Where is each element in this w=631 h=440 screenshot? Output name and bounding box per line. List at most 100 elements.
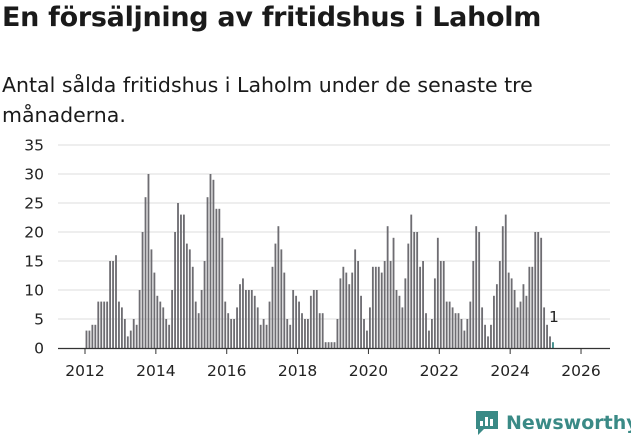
bar: [292, 290, 295, 348]
bar: [309, 295, 312, 348]
bar: [91, 324, 94, 348]
bar: [493, 295, 495, 348]
y-axis: 0 5 10 15 20 25 30 35: [24, 137, 44, 358]
bar: [109, 261, 112, 348]
bar: [478, 232, 481, 348]
bar: [94, 324, 97, 348]
gridlines: [58, 144, 610, 320]
bar: [129, 330, 132, 348]
bar: [501, 226, 504, 348]
bar: [327, 342, 330, 348]
x-tick-label: 2012: [65, 362, 104, 380]
brand-logo: Newsworthy: [474, 406, 631, 440]
bar: [525, 295, 528, 348]
bar: [221, 237, 224, 348]
bar: [242, 278, 244, 348]
bar: [180, 214, 182, 348]
bar: [510, 278, 513, 348]
bar: [295, 295, 298, 348]
bar: [549, 336, 551, 348]
bar: [227, 313, 230, 348]
bar: [218, 208, 221, 348]
bar: [301, 313, 303, 348]
bar: [112, 261, 114, 348]
chart-title: En försäljning av fritidshus i Laholm: [2, 2, 542, 33]
bar: [463, 330, 466, 348]
bar: [436, 237, 439, 348]
bar: [454, 313, 457, 348]
bar: [203, 261, 206, 348]
bar: [531, 266, 534, 348]
bar: [304, 319, 306, 348]
brand-name: Newsworthy: [506, 412, 631, 434]
bar: [97, 301, 100, 348]
bar: [165, 319, 168, 348]
bar: [123, 319, 126, 348]
bar: [528, 266, 531, 348]
bar: [410, 214, 413, 348]
bar: [442, 261, 445, 348]
bar: [546, 324, 548, 348]
bar: [416, 232, 419, 348]
bar: [200, 290, 203, 348]
bar: [360, 295, 362, 348]
bar: [407, 243, 410, 348]
bar: [236, 307, 238, 348]
bar: [336, 319, 339, 348]
bar: [507, 272, 510, 348]
bar: [431, 319, 433, 348]
y-tick-label: 10: [24, 282, 44, 300]
bar: [118, 301, 120, 348]
x-axis: 2012 2014 2016 2018 2020 2022 2024 2026: [58, 347, 610, 380]
x-tick-label: 2014: [136, 362, 175, 380]
bar: [451, 307, 454, 348]
bar: [150, 249, 153, 348]
bar: [174, 232, 176, 348]
bar: [534, 232, 537, 348]
bar: [490, 324, 492, 348]
bars: [85, 174, 554, 348]
bar: [522, 284, 525, 348]
bar: [366, 330, 368, 348]
last-value-label: 1: [549, 308, 559, 326]
x-tick-label: 2026: [561, 362, 600, 380]
bar: [392, 237, 395, 348]
bar: [401, 307, 404, 348]
bar: [215, 208, 218, 348]
bar: [103, 301, 106, 348]
y-tick-label: 20: [24, 224, 44, 242]
bar: [345, 272, 348, 348]
bar: [540, 237, 543, 348]
bar: [156, 295, 159, 348]
bar: [289, 324, 292, 348]
bar: [398, 295, 401, 348]
bar: [413, 232, 416, 348]
bar: [389, 261, 392, 348]
bar: [348, 284, 351, 348]
bar: [484, 324, 486, 348]
bar: [516, 307, 519, 348]
bar: [268, 301, 271, 348]
bar: [168, 324, 171, 348]
bar: [277, 226, 280, 348]
bar: [239, 284, 241, 348]
bar: [182, 214, 185, 348]
bar: [404, 278, 407, 348]
bar: [445, 301, 448, 348]
bar: [419, 266, 422, 348]
bar: [141, 232, 144, 348]
bar: [380, 272, 383, 348]
bar: [194, 301, 197, 348]
bar: [144, 197, 147, 348]
bar: [253, 295, 256, 348]
x-tick-label: 2016: [207, 362, 246, 380]
bar: [153, 272, 156, 348]
bar: [330, 342, 333, 348]
bar: [212, 179, 215, 348]
bar: [259, 324, 262, 348]
bar: [428, 330, 430, 348]
bar: [504, 214, 507, 348]
bar: [377, 266, 380, 348]
bar: [265, 324, 268, 348]
x-tick-label: 2024: [490, 362, 529, 380]
